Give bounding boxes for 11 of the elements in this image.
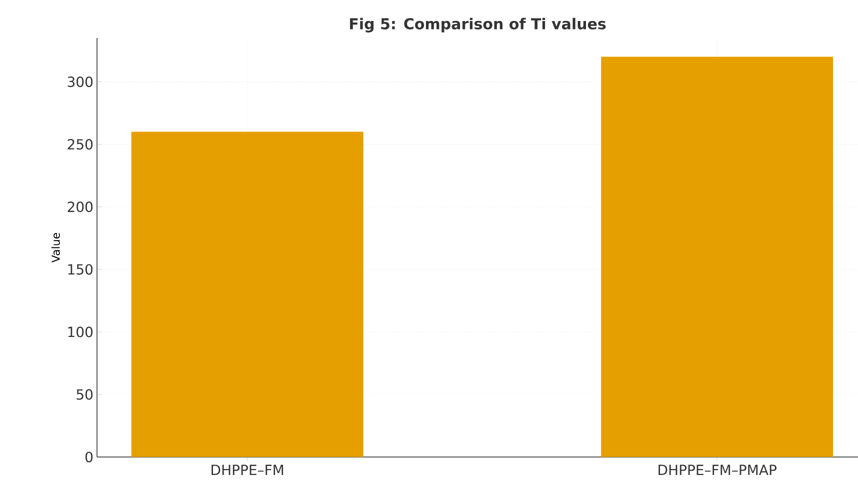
x-tick-label: DHPPE–FM–PMAP [658, 464, 776, 476]
y-tick-label: 200 [68, 202, 93, 212]
y-tick-label: 300 [68, 76, 93, 88]
y-axis-title: Value [51, 232, 60, 263]
x-tick-label: DHPPE–FM [212, 464, 284, 476]
y-tick-label: 150 [68, 264, 93, 275]
y-tick-label: 100 [68, 326, 93, 338]
chart-title: Fig 5: Comparison of Ti values [350, 18, 606, 32]
y-tick-label: 50 [76, 389, 93, 400]
y-tick-label: 250 [68, 139, 93, 150]
y-tick-label: 0 [85, 452, 93, 462]
